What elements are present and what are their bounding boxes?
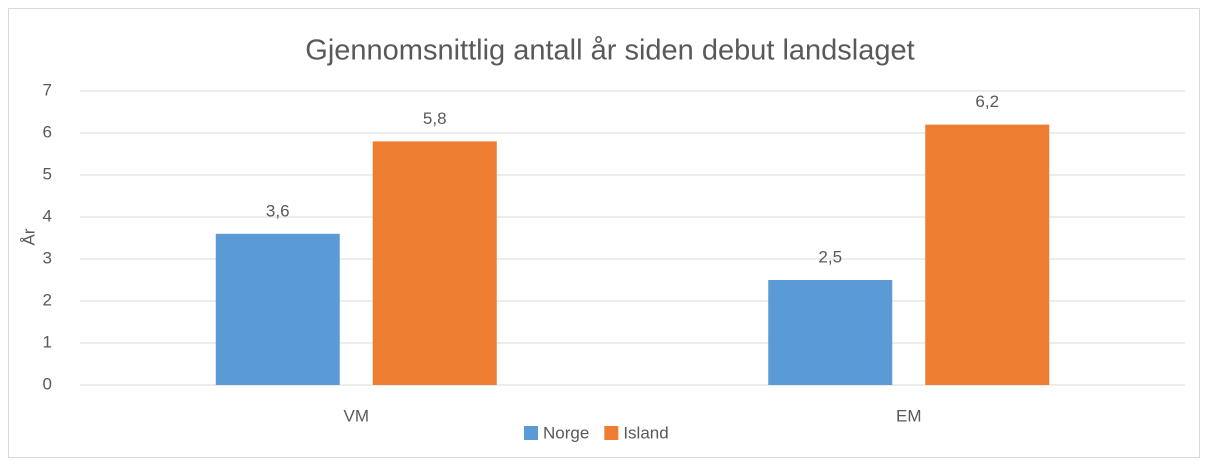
legend-swatch: [604, 426, 619, 440]
data-label: 2,5: [818, 247, 842, 266]
legend-label: Island: [623, 423, 668, 442]
y-tick-label: 1: [43, 332, 52, 351]
legend-swatch: [524, 426, 538, 440]
y-tick-label: 6: [43, 122, 52, 141]
y-tick-label: 5: [43, 164, 52, 183]
chart-title: Gjennomsnittlig antall år siden debut la…: [305, 35, 914, 67]
y-tick-label: 4: [43, 206, 52, 225]
bar: [768, 280, 893, 385]
x-tick-label: EM: [896, 406, 922, 425]
bar: [372, 141, 497, 385]
y-axis-label: År: [19, 228, 38, 245]
data-label: 3,6: [266, 201, 290, 220]
legend-label: Norge: [543, 423, 589, 442]
bar: [215, 233, 340, 385]
y-tick-label: 2: [43, 290, 52, 309]
bar: [925, 124, 1050, 385]
y-tick-label: 7: [43, 80, 52, 99]
y-tick-label: 3: [43, 248, 52, 267]
x-tick-label: VM: [344, 406, 370, 425]
data-label: 6,2: [975, 92, 999, 111]
y-tick-label: 0: [43, 374, 52, 393]
data-label: 5,8: [423, 109, 447, 128]
